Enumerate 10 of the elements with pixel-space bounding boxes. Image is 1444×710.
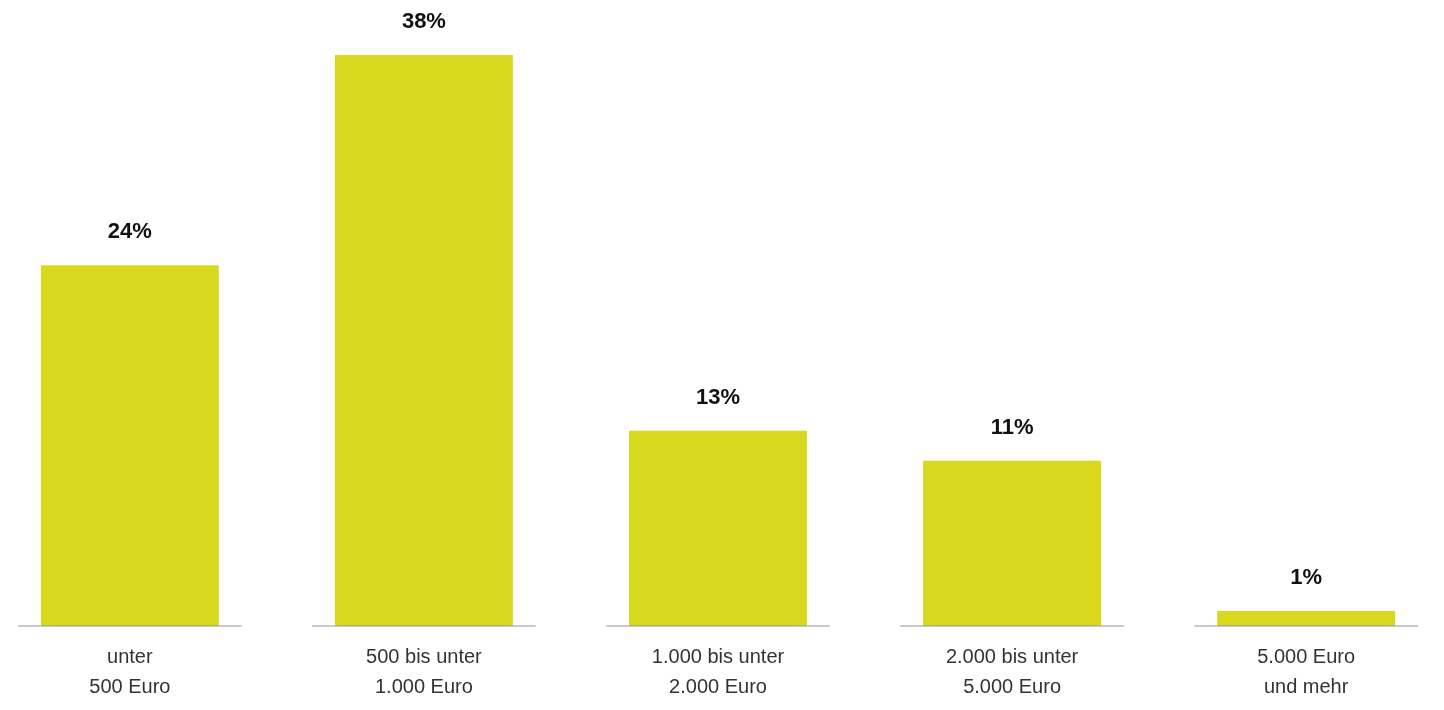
x-tick-label: 5.000 Euro und mehr <box>1257 644 1356 697</box>
data-label: 24% <box>107 218 152 244</box>
x-tick-label: 2.000 bis unter 5.000 Euro <box>945 644 1079 697</box>
data-label: 1% <box>1290 563 1323 589</box>
x-tick-label: 1.000 bis unter 2.000 Euro <box>651 644 785 697</box>
x-tick-label: unter 500 Euro <box>89 644 171 697</box>
x-tick-label: 500 bis unter 1.000 Euro <box>366 644 483 697</box>
data-label: 11% <box>990 413 1034 439</box>
data-label: 13% <box>695 383 741 409</box>
data-label: 38% <box>401 8 446 33</box>
